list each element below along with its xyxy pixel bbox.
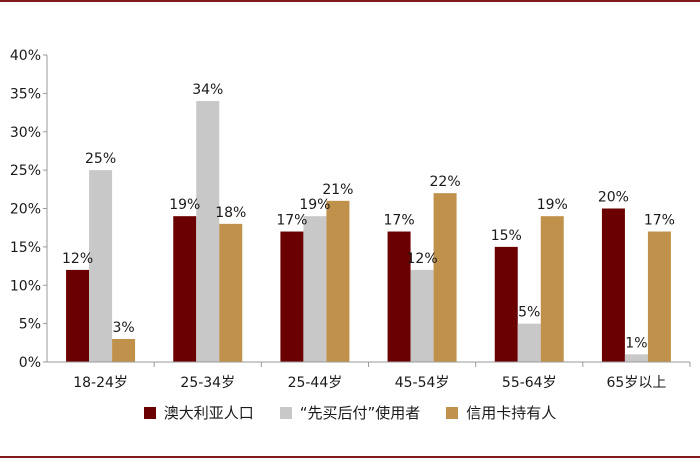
x-tick-label: 55-64岁 [502, 375, 557, 391]
legend-label: “先买后付”使用者 [299, 404, 421, 422]
data-label: 22% [430, 174, 461, 190]
bar [173, 216, 197, 362]
data-label: 17% [384, 213, 415, 229]
data-label: 19% [169, 197, 200, 213]
x-tick-label: 25-34岁 [180, 375, 235, 391]
legend-swatch [446, 406, 459, 419]
data-label: 1% [625, 335, 647, 351]
bar [647, 231, 671, 362]
data-label: 5% [518, 305, 540, 321]
data-label: 25% [85, 151, 116, 167]
bar [280, 231, 304, 362]
data-label: 12% [407, 251, 438, 267]
y-tick-label: 25% [10, 163, 41, 179]
y-tick-label: 40% [10, 48, 41, 64]
y-axis: 0% 5% 10% 15% 20% 25% 30% 35% 40% [10, 48, 48, 371]
legend-label: 澳大利亚人口 [163, 404, 254, 422]
top-rule [0, 0, 700, 2]
bar [219, 223, 243, 362]
data-label: 17% [644, 213, 675, 229]
y-tick-label: 35% [10, 86, 41, 102]
bar [410, 269, 434, 362]
bars [66, 101, 671, 363]
data-label: 15% [491, 228, 522, 244]
data-label: 3% [112, 320, 134, 336]
x-axis: 18-24岁 25-34岁 25-44岁 45-54岁 55-64岁 65岁以上 [47, 361, 691, 391]
y-tick-label: 0% [19, 355, 41, 371]
y-tick-label: 5% [19, 317, 41, 333]
data-label: 12% [62, 251, 93, 267]
data-label: 20% [598, 190, 629, 206]
legend-item: 澳大利亚人口 [143, 402, 254, 423]
x-tick-label: 65岁以上 [607, 375, 667, 391]
bar [66, 269, 90, 362]
x-tick-label: 45-54岁 [395, 375, 450, 391]
bar [112, 338, 136, 362]
bottom-rule [0, 456, 700, 458]
legend-item: “先买后付”使用者 [279, 402, 421, 423]
bar-chart: 0% 5% 10% 15% 20% 25% 30% 35% 40% 12% 25% 3% 19% 34%… [10, 48, 691, 391]
y-tick-label: 20% [10, 202, 41, 218]
bar [89, 170, 113, 362]
bar [326, 200, 350, 362]
x-tick-label: 18-24岁 [73, 375, 128, 391]
legend: 澳大利亚人口 “先买后付”使用者 信用卡持有人 [0, 402, 700, 423]
data-label: 34% [192, 82, 223, 98]
data-label: 17% [276, 213, 307, 229]
bar [387, 231, 411, 362]
bar [196, 101, 220, 363]
bar [540, 216, 564, 362]
data-label: 21% [322, 182, 353, 198]
bar [601, 208, 625, 362]
x-tick-label: 25-44岁 [288, 375, 343, 391]
y-tick-label: 15% [10, 240, 41, 256]
bar [624, 354, 648, 362]
legend-item: 信用卡持有人 [446, 402, 556, 423]
legend-label: 信用卡持有人 [466, 404, 557, 422]
data-labels: 12%25%3%19%34%18% 17%19%21%17%12%22%15%5%… [62, 82, 675, 351]
y-tick-label: 10% [10, 278, 41, 294]
y-tick-label: 30% [10, 125, 41, 141]
legend-swatch [143, 406, 156, 419]
data-label: 19% [537, 197, 568, 213]
bar [494, 246, 518, 362]
bar [433, 193, 457, 362]
legend-swatch [279, 406, 292, 419]
bar [303, 216, 327, 362]
bar [517, 323, 541, 362]
data-label: 19% [299, 197, 330, 213]
data-label: 18% [215, 205, 246, 221]
